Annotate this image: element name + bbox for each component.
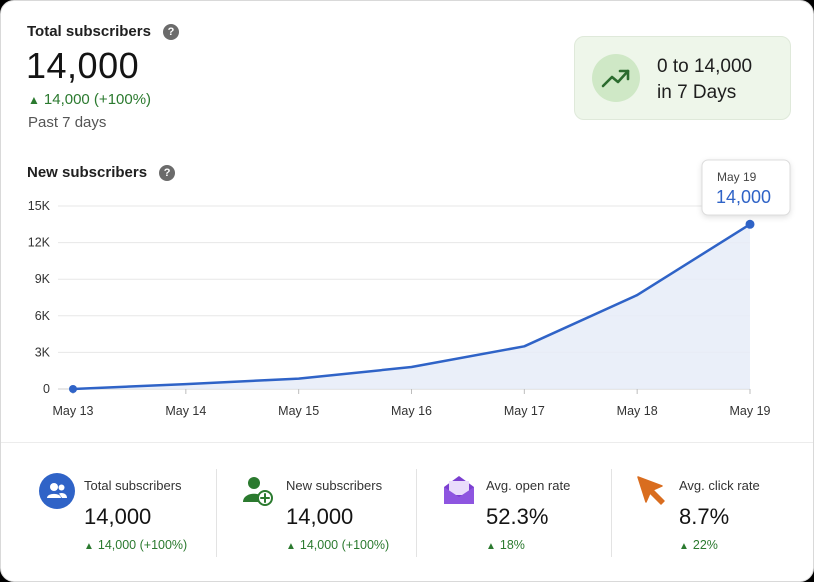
up-triangle-icon: ▲ — [679, 541, 689, 552]
growth-line-1: 0 to 14,000 — [657, 56, 753, 77]
new-subscribers-title: New subscribers — [27, 164, 148, 181]
chart-tooltip: May 19 14,000 — [701, 159, 791, 216]
x-tick-label: May 19 — [730, 404, 771, 418]
series-line — [72, 223, 751, 391]
envelope-open-icon — [440, 472, 478, 510]
stat-delta: ▲ 14,000 (+100%) — [84, 538, 187, 552]
stat-delta: ▲ 18% — [486, 538, 525, 552]
divider — [216, 469, 217, 557]
x-tick-label: May 13 — [53, 404, 94, 418]
growth-line-2: in 7 Days — [657, 82, 737, 103]
tooltip-date: May 19 — [717, 170, 757, 184]
total-subscribers-delta: ▲ 14,000 (+100%) — [28, 91, 151, 108]
y-tick-label: 12K — [28, 236, 51, 250]
x-tick-label: May 15 — [278, 404, 319, 418]
stat-delta-text: 22% — [692, 538, 718, 552]
up-triangle-icon: ▲ — [28, 93, 40, 107]
users-icon — [38, 472, 76, 510]
cursor-click-icon — [633, 472, 671, 510]
stat-value: 52.3% — [486, 504, 549, 529]
stat-value: 8.7% — [679, 504, 730, 529]
stat-label: Total subscribers — [84, 478, 182, 493]
area-fill — [73, 224, 750, 389]
up-triangle-icon: ▲ — [486, 541, 496, 552]
help-icon[interactable]: ? — [159, 164, 176, 181]
stat-label: Avg. open rate — [486, 478, 571, 493]
divider — [1, 442, 813, 443]
x-tick-label: May 18 — [617, 404, 658, 418]
x-tick-label: May 17 — [504, 404, 545, 418]
total-subscribers-title: Total subscribers — [27, 23, 151, 40]
period-label: Past 7 days — [28, 114, 107, 131]
y-tick-label: 3K — [35, 345, 51, 359]
growth-text: 0 to 14,000 in 7 Days — [657, 54, 752, 106]
stat-delta: ▲ 14,000 (+100%) — [286, 538, 389, 552]
user-add-icon — [240, 472, 278, 510]
y-tick-label: 15K — [28, 199, 51, 213]
stat-value: 14,000 — [84, 504, 152, 529]
total-subscribers-value: 14,000 — [26, 45, 140, 86]
stat-label: Avg. click rate — [679, 478, 760, 493]
divider — [611, 469, 612, 557]
y-tick-label: 6K — [35, 309, 51, 323]
stat-label: New subscribers — [286, 478, 383, 493]
help-icon[interactable]: ? — [162, 23, 179, 40]
up-triangle-icon: ▲ — [286, 541, 296, 552]
tooltip-value: 14,000 — [716, 187, 771, 207]
data-point — [69, 385, 77, 393]
x-tick-label: May 14 — [165, 404, 206, 418]
total-subscribers-heading: Total subscribers ? — [27, 23, 179, 40]
stat-delta-text: 18% — [499, 538, 525, 552]
divider — [416, 469, 417, 557]
x-tick-label: May 16 — [391, 404, 432, 418]
new-subscribers-heading: New subscribers ? — [27, 164, 176, 181]
stat-value: 14,000 — [286, 504, 354, 529]
growth-summary: 0 to 14,000 in 7 Days — [574, 36, 791, 120]
tooltip-box — [701, 159, 791, 216]
trending-up-icon — [592, 54, 640, 102]
stat-delta-text: 14,000 (+100%) — [97, 538, 188, 552]
y-tick-label: 9K — [35, 272, 51, 286]
up-triangle-icon: ▲ — [84, 541, 94, 552]
stat-delta: ▲ 22% — [679, 538, 718, 552]
data-point — [745, 219, 755, 229]
delta-text: 14,000 (+100%) — [43, 91, 152, 108]
y-tick-label: 0 — [43, 382, 50, 396]
stat-delta-text: 14,000 (+100%) — [299, 538, 390, 552]
